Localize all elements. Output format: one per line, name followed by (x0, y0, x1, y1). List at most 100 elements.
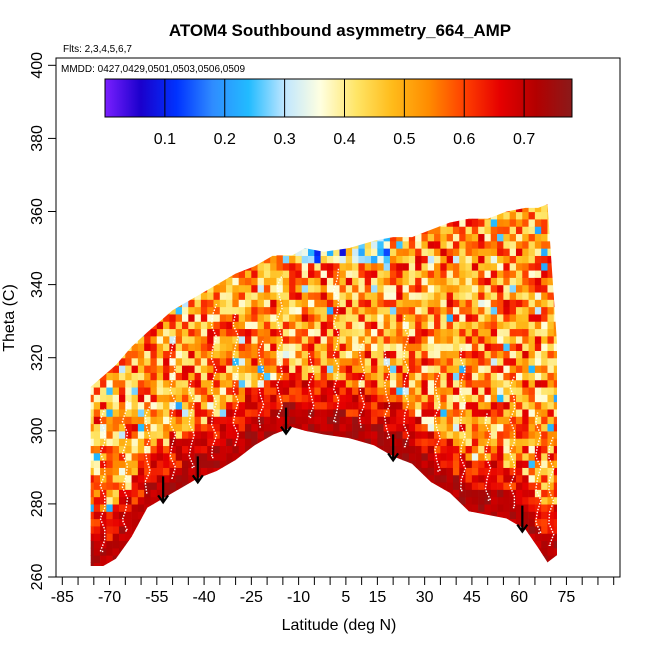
heatmap-cell (371, 394, 378, 403)
heatmap-cell (295, 467, 303, 476)
heatmap-cell (263, 445, 271, 454)
heatmap-cell (137, 343, 145, 351)
heatmap-cell (156, 423, 164, 432)
heatmap-cell (345, 218, 353, 227)
heatmap-cell (484, 357, 492, 366)
heatmap-cell (484, 291, 492, 300)
heatmap-cell (484, 269, 492, 278)
heatmap-cell (131, 204, 139, 205)
heatmap-cell (270, 481, 277, 490)
heatmap-cell (200, 262, 208, 271)
heatmap-cell (515, 284, 523, 293)
heatmap-cell (188, 511, 195, 520)
heatmap-cell (125, 240, 132, 249)
heatmap-cell (251, 503, 258, 512)
heatmap-cell (112, 555, 120, 563)
heatmap-cell (333, 503, 340, 512)
heatmap-cell (263, 416, 271, 425)
heatmap-cell (93, 379, 101, 388)
heatmap-cell (100, 248, 107, 256)
heatmap-cell (90, 408, 95, 417)
heatmap-cell (389, 416, 397, 425)
heatmap-cell (452, 218, 460, 227)
heatmap-cell (188, 306, 195, 315)
heatmap-cell (547, 394, 555, 403)
heatmap-cell (257, 386, 265, 395)
heatmap-cell (81, 467, 88, 475)
heatmap-cell (528, 496, 536, 505)
heatmap-cell (150, 503, 158, 512)
heatmap-cell (270, 394, 277, 403)
heatmap-cell (163, 240, 170, 249)
heatmap-cell (194, 335, 202, 344)
heatmap-cell (459, 525, 466, 534)
heatmap-cell (226, 262, 233, 271)
heatmap-cell (352, 408, 359, 417)
heatmap-cell (175, 335, 183, 344)
heatmap-cell (314, 357, 321, 366)
heatmap-cell (339, 240, 347, 249)
heatmap-cell (333, 533, 340, 542)
heatmap-cell (270, 211, 277, 220)
flight-trace (232, 313, 240, 447)
heatmap-cell (497, 262, 504, 271)
heatmap-cell (503, 547, 510, 556)
heatmap-cell (459, 313, 466, 322)
heatmap-cell (339, 204, 347, 213)
heatmap-cell (150, 240, 158, 249)
heatmap-cell (112, 328, 120, 337)
heatmap-cell (534, 379, 542, 388)
heatmap-cell (169, 248, 176, 256)
heatmap-cell (547, 269, 555, 278)
heatmap-cell (478, 357, 485, 366)
heatmap-cell (320, 313, 328, 322)
heatmap-cell (257, 533, 265, 542)
heatmap-cell (402, 452, 410, 461)
heatmap-cell (509, 321, 517, 330)
heatmap-cell (90, 240, 95, 249)
heatmap-cell (440, 452, 447, 461)
heatmap-cell (484, 467, 492, 476)
heatmap-cell (434, 211, 441, 220)
heatmap-cell (194, 555, 202, 563)
heatmap-cell (289, 269, 296, 278)
heatmap-cell (396, 503, 403, 512)
heatmap-cell (408, 452, 416, 461)
heatmap-cell (497, 518, 504, 527)
heatmap-cell (213, 306, 221, 315)
heatmap-cell (314, 445, 321, 454)
heatmap-cell (326, 284, 334, 293)
heatmap-cell (239, 190, 246, 198)
heatmap-cell (478, 416, 485, 425)
heatmap-cell (131, 481, 139, 490)
heatmap-cell (90, 562, 95, 566)
heatmap-cell (238, 386, 246, 395)
heatmap-cell (213, 365, 221, 373)
heatmap-cell (226, 248, 233, 256)
heatmap-cell (497, 255, 504, 264)
heatmap-cell (459, 262, 466, 271)
heatmap-cell (301, 299, 309, 308)
heatmap-cell (509, 533, 517, 542)
heatmap-cell (226, 503, 233, 512)
heatmap-cell (484, 284, 492, 293)
heatmap-cell (402, 284, 410, 293)
heatmap-cell (459, 547, 466, 556)
heatmap-cell (194, 547, 202, 556)
heatmap-cell (125, 248, 132, 256)
heatmap-cell (333, 438, 340, 447)
heatmap-cell (484, 430, 492, 439)
heatmap-cell (257, 262, 265, 271)
heatmap-cell (415, 284, 422, 293)
heatmap-cell (118, 248, 126, 256)
heatmap-cell (402, 218, 410, 227)
heatmap-cell (131, 416, 139, 425)
heatmap-cell (326, 335, 334, 344)
heatmap-cell (207, 240, 214, 249)
heatmap-cell (289, 306, 296, 315)
heatmap-cell (226, 284, 233, 293)
heatmap-cell (194, 562, 202, 566)
heatmap-cell (459, 540, 466, 549)
heatmap-cell (515, 350, 523, 359)
heatmap-cell (528, 335, 536, 344)
